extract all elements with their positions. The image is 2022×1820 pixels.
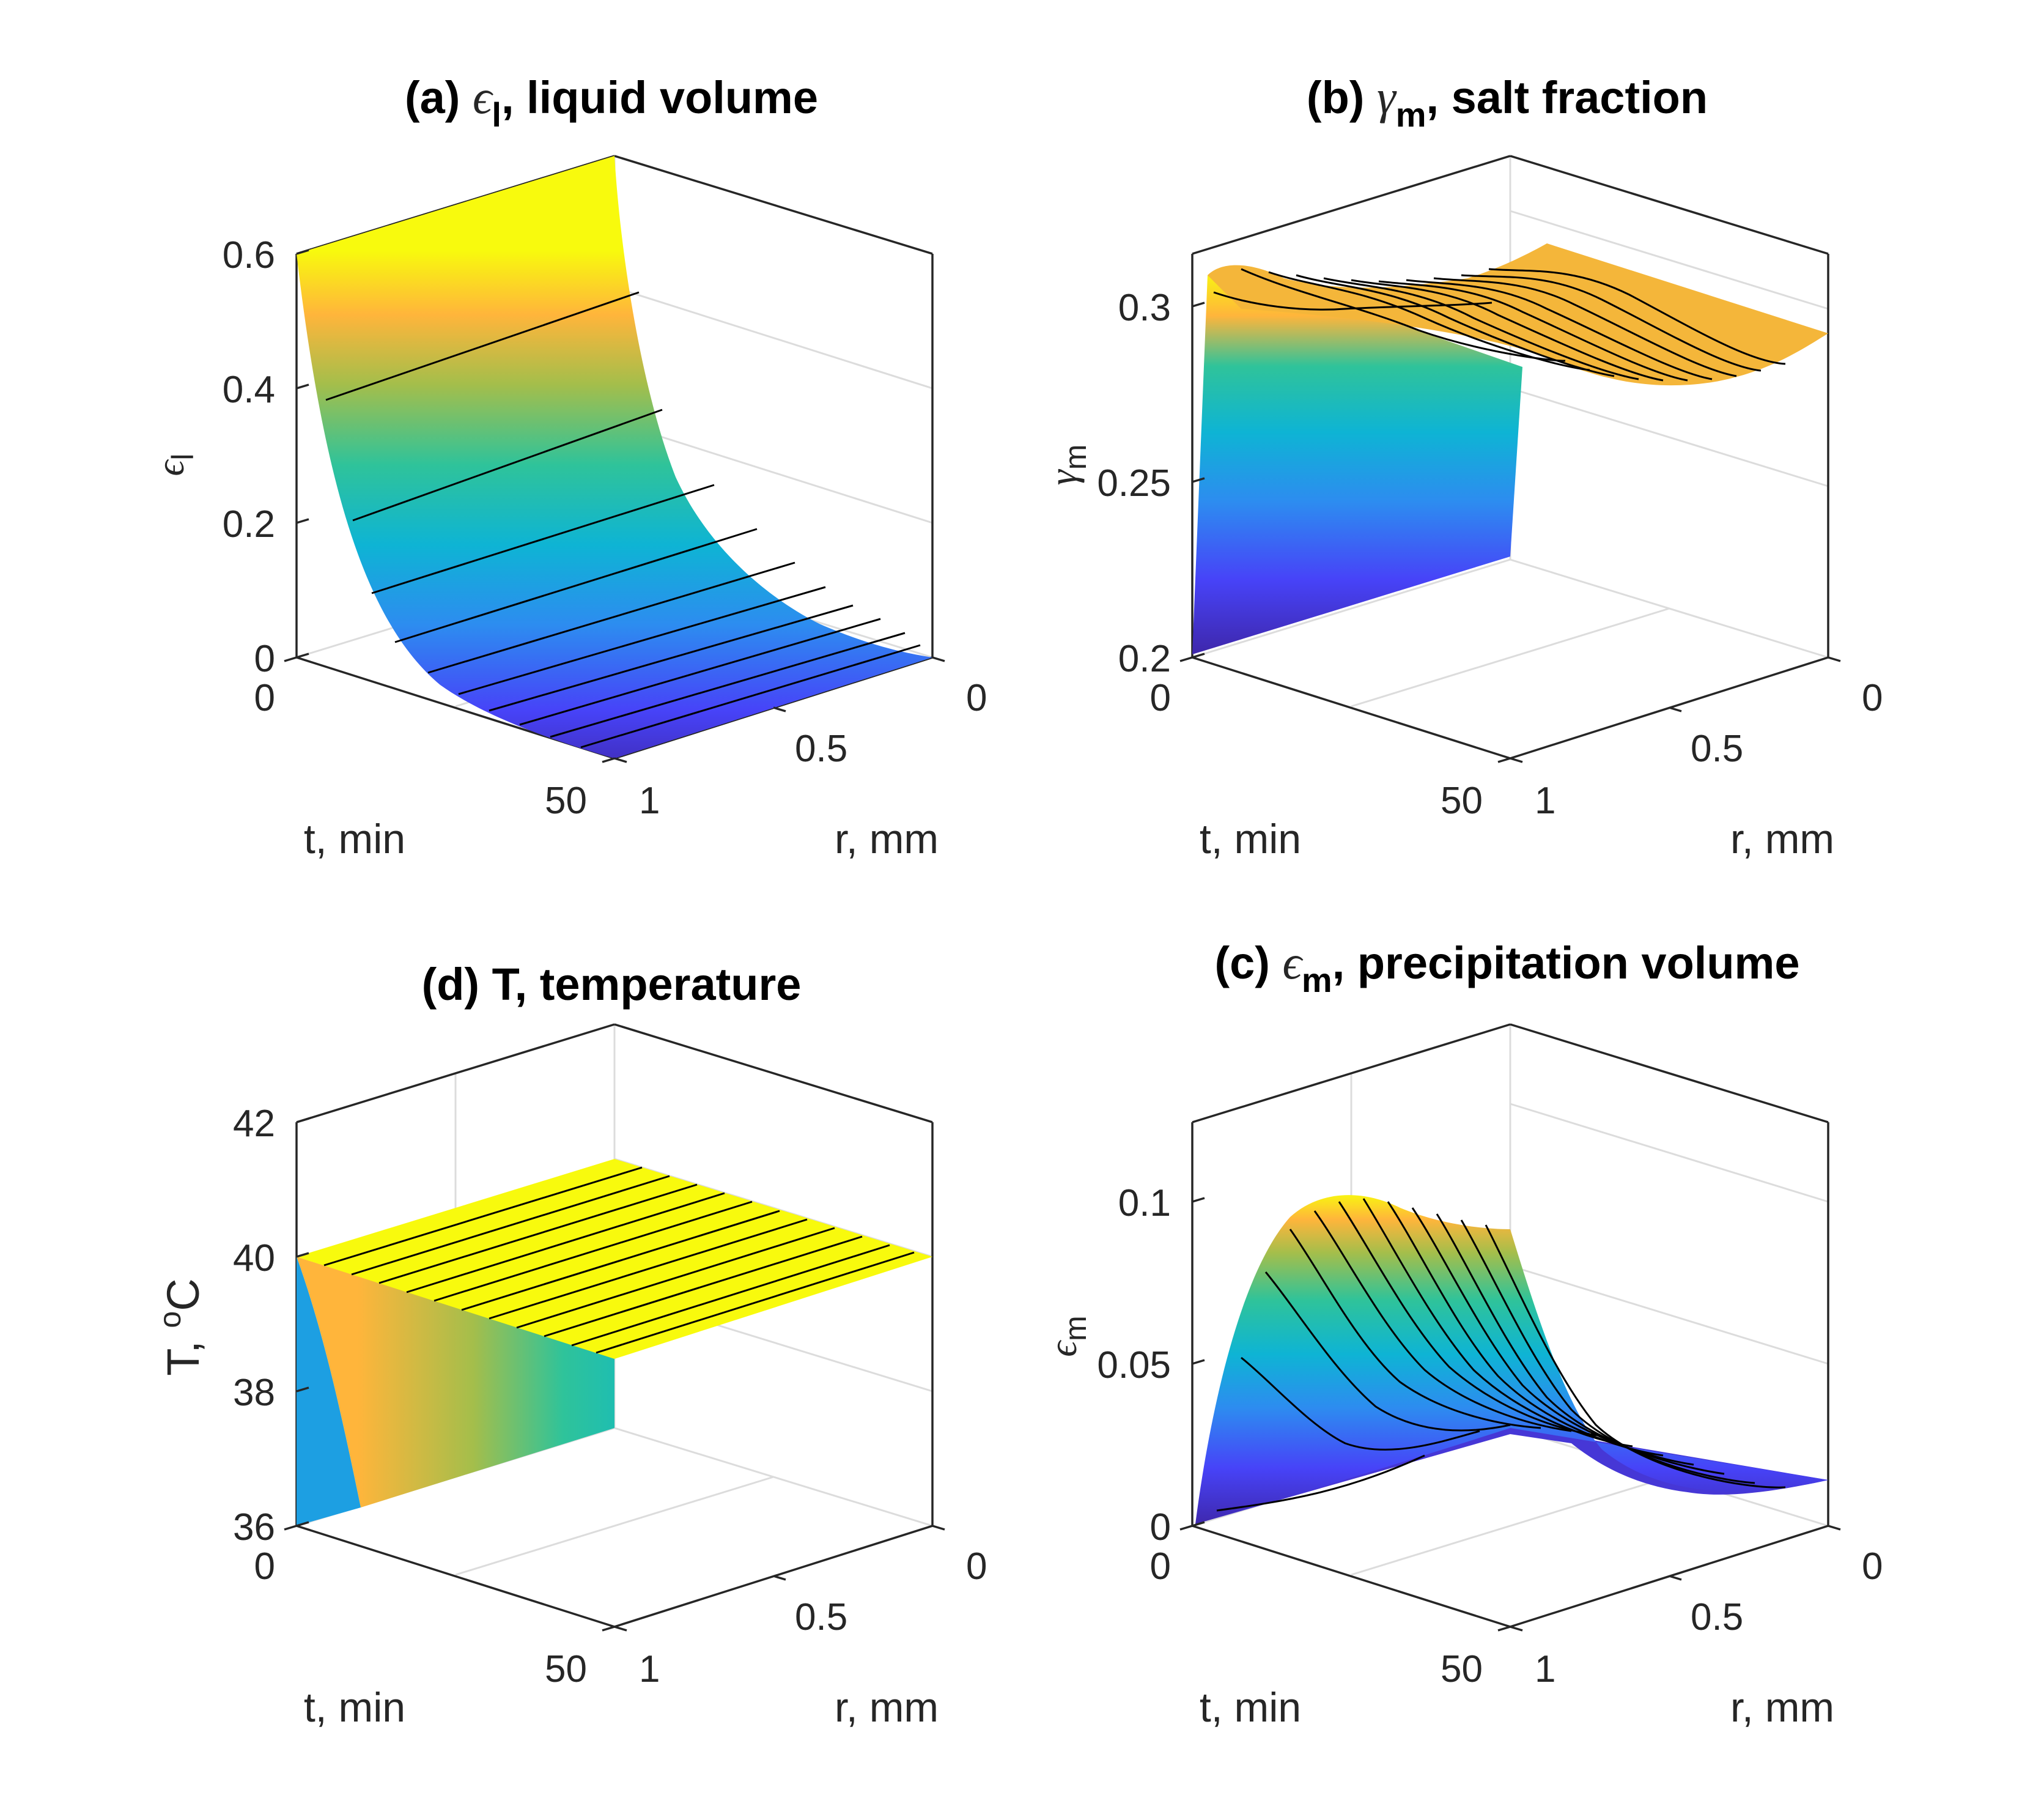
panel-c-r-tick-1: 0.5	[1691, 1596, 1743, 1638]
panel-c-z-ticks: 0 0.05 0.1	[1097, 1182, 1205, 1548]
panel-a-t-ticks: 0 50 t, min	[254, 656, 615, 862]
panel-a-title: (a) ϵl, liquid volume	[405, 70, 818, 134]
panel-a-z-tick-2: 0.4	[223, 369, 275, 411]
panel-c-title: (c) ϵm, precipitation volume	[1214, 936, 1799, 999]
panel-d-z-tick-2: 40	[233, 1237, 275, 1279]
panel-b-z-tick-1: 0.25	[1097, 462, 1171, 505]
panel-d-wall-cool	[297, 1257, 361, 1526]
panel-b-mesh	[1213, 268, 1786, 382]
panel-d-wall	[297, 1257, 614, 1507]
panel-d-xlabel: t, min	[304, 1684, 405, 1731]
panel-d-surface	[297, 1159, 932, 1359]
panel-c-z-tick-1: 0.05	[1097, 1344, 1171, 1386]
panel-c-t-tick-0: 0	[1150, 1545, 1171, 1588]
panel-d-t-ticks: 0 50 t, min	[254, 1525, 615, 1731]
panel-c-title-rest: , precipitation volume	[1332, 938, 1800, 988]
panel-c-z-tick-0: 0	[1150, 1506, 1171, 1548]
panel-b-z-ticks: 0.2 0.25 0.3	[1097, 287, 1205, 680]
panel-b-r-ticks: 0 0.5 1 r, mm	[1510, 656, 1883, 862]
panel-b-title-sub: m	[1396, 95, 1426, 134]
panel-d: (d) T, temperature	[153, 959, 987, 1731]
panel-b-t-tick-1: 50	[1441, 780, 1483, 822]
panel-d-title-rest: T, temperature	[492, 959, 802, 1010]
panel-c-xlabel: t, min	[1200, 1684, 1301, 1731]
panel-d-title-prefix: (d)	[422, 959, 492, 1010]
panel-a-title-symbol: ϵ	[473, 70, 493, 124]
panel-c-r-tick-2: 1	[1535, 1648, 1555, 1690]
panel-c-surface	[1195, 1195, 1828, 1524]
panel-a-r-tick-0: 0	[966, 677, 987, 719]
panel-a-title-sub: l	[492, 95, 501, 134]
panel-a-title-prefix: (a)	[405, 72, 473, 123]
panel-c-z-tick-2: 0.1	[1118, 1182, 1171, 1224]
panel-a-surface	[297, 156, 932, 758]
panel-b-t-ticks: 0 50 t, min	[1150, 656, 1511, 862]
panel-b-r-tick-0: 0	[1862, 677, 1883, 719]
panel-d-ylabel: r, mm	[835, 1684, 939, 1731]
panel-a-z-ticks: 0 0.2 0.4 0.6	[223, 234, 309, 680]
panel-c-ylabel: r, mm	[1730, 1684, 1834, 1731]
panel-d-r-tick-1: 0.5	[795, 1596, 847, 1638]
panel-c-title-prefix: (c)	[1214, 938, 1282, 988]
panel-c-r-tick-0: 0	[1862, 1545, 1883, 1588]
panel-b-ylabel: r, mm	[1730, 816, 1834, 862]
panel-b-wall	[1192, 269, 1522, 654]
panel-a-t-tick-1: 50	[545, 780, 587, 822]
panel-a-r-tick-1: 0.5	[795, 728, 847, 770]
panel-a-xlabel: t, min	[304, 816, 405, 862]
panel-b-title: (b) γm, salt fraction	[1307, 70, 1708, 134]
panel-d-t-tick-1: 50	[545, 1648, 587, 1690]
panel-a-zlabel: ϵl	[149, 454, 200, 476]
panel-d-z-tick-3: 42	[233, 1103, 275, 1145]
panel-a-r-ticks: 0 0.5 1 r, mm	[614, 656, 987, 862]
panel-c: (c) ϵm, precipitation volume	[1041, 936, 1883, 1731]
panel-c-t-tick-1: 50	[1441, 1648, 1483, 1690]
panel-b-title-rest: , salt fraction	[1426, 72, 1708, 123]
panel-d-r-tick-0: 0	[966, 1545, 987, 1588]
panel-b-z-tick-2: 0.3	[1118, 287, 1171, 329]
panel-c-zlabel: ϵm	[1041, 1315, 1093, 1356]
panel-b-z-tick-0: 0.2	[1118, 638, 1171, 680]
panel-a-z-tick-1: 0.2	[223, 503, 275, 546]
panel-a-t-tick-0: 0	[254, 677, 275, 719]
panel-a-ylabel: r, mm	[835, 816, 939, 862]
panel-c-t-ticks: 0 50 t, min	[1150, 1525, 1511, 1731]
panel-d-r-ticks: 0 0.5 1 r, mm	[614, 1525, 987, 1731]
panel-b-r-tick-2: 1	[1535, 780, 1555, 822]
panel-b-r-tick-1: 0.5	[1691, 728, 1743, 770]
panel-b-title-prefix: (b)	[1307, 72, 1377, 123]
panel-b-surface	[1208, 243, 1828, 386]
panel-c-title-sub: m	[1302, 961, 1332, 999]
panel-b-zlabel: γm	[1041, 445, 1093, 486]
panel-d-r-tick-2: 1	[639, 1648, 660, 1690]
panel-d-z-tick-1: 38	[233, 1372, 275, 1414]
panel-a-r-tick-2: 1	[639, 780, 660, 822]
panel-c-mesh	[1216, 1198, 1786, 1512]
panel-a-title-rest: , liquid volume	[501, 72, 818, 123]
panel-d-mesh	[323, 1166, 915, 1354]
panel-d-z-ticks: 36 38 40 42	[233, 1103, 309, 1548]
panel-d-title: (d) T, temperature	[422, 959, 802, 1010]
panel-b: (b) γm, salt fraction	[1041, 70, 1883, 862]
panel-a-z-tick-3: 0.6	[223, 234, 275, 276]
panel-b-title-symbol: γ	[1377, 70, 1397, 124]
panel-b-xlabel: t, min	[1200, 816, 1301, 862]
panel-c-title-symbol: ϵ	[1282, 936, 1303, 989]
panel-a-mesh	[325, 291, 921, 749]
panel-d-t-tick-0: 0	[254, 1545, 275, 1588]
panel-c-r-ticks: 0 0.5 1 r, mm	[1510, 1525, 1883, 1731]
panel-a: (a) ϵl, liquid volume	[149, 70, 987, 862]
panel-d-zlabel: T, oC	[153, 1278, 208, 1375]
panel-d-z-tick-0: 36	[233, 1506, 275, 1548]
panel-a-z-tick-0: 0	[254, 638, 275, 680]
panel-b-t-tick-0: 0	[1150, 677, 1171, 719]
